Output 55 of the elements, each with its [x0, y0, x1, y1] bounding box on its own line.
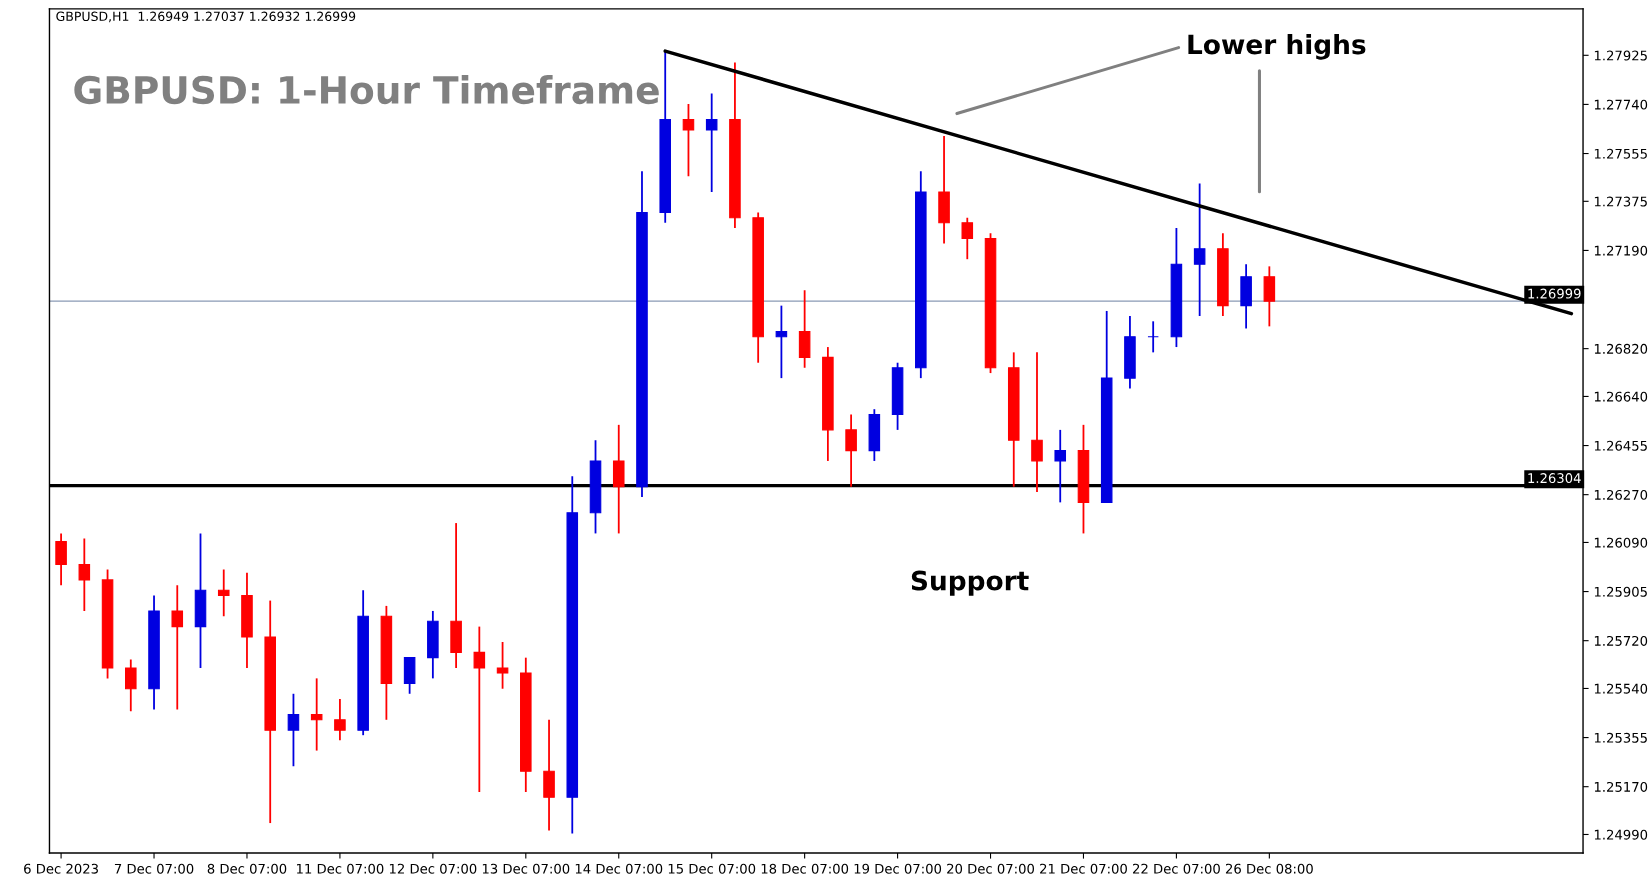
candlestick [1031, 351, 1043, 493]
y-tick-label: 1.24990 [1594, 829, 1648, 840]
candlestick [473, 625, 486, 793]
x-tick-label: 14 Dec 07:00 [575, 863, 663, 874]
annotation: Support [911, 570, 1029, 596]
y-tick-label: 1.26270 [1594, 489, 1648, 500]
x-tick-label: 13 Dec 07:00 [482, 863, 570, 874]
y-tick-label: 1.25540 [1594, 683, 1648, 694]
candlestick [845, 413, 857, 488]
candlestick [1054, 428, 1067, 504]
candlestick [78, 537, 91, 612]
candlestick [682, 102, 695, 178]
x-tick-label: 21 Dec 07:00 [1040, 863, 1127, 874]
x-tick-label: 6 Dec 2023 [24, 863, 98, 874]
text: GBPUSD: 1-Hour Timeframe [74, 75, 659, 105]
y-tick-label: 1.25355 [1594, 732, 1647, 743]
y-tick-label: 1.26820 [1594, 343, 1648, 354]
x-tick-label: 26 Dec 08:00 [1225, 863, 1313, 874]
x-tick-label: 11 Dec 07:00 [297, 863, 384, 874]
candlestick [55, 532, 67, 587]
candlestick [217, 568, 230, 618]
y-tick-label: 1.25170 [1594, 781, 1648, 792]
y-tick-label: 1.26455 [1594, 440, 1647, 451]
candlestick [775, 304, 788, 380]
x-tick-label: 22 Dec 07:00 [1133, 863, 1220, 874]
candlestick [125, 658, 137, 713]
candlestick [287, 692, 300, 768]
candlestick [310, 677, 323, 752]
y-tick-label: 1.27555 [1594, 148, 1647, 159]
chart-title: GBPUSD,H1 1.26949 1.27037 1.26932 1.26999 [56, 11, 356, 23]
y-tick-label: 1.25905 [1594, 586, 1647, 597]
y-tick-label: 1.25720 [1594, 635, 1648, 646]
candlestick [961, 216, 974, 261]
x-tick-label: 8 Dec 07:00 [207, 863, 287, 874]
x-tick-label: 19 Dec 07:00 [854, 863, 942, 874]
x-tick-label: 15 Dec 07:00 [668, 863, 756, 874]
ref-line-label: 1.26999 [1528, 288, 1581, 299]
candlestick [1147, 320, 1159, 354]
y-tick-label: 1.27740 [1594, 99, 1648, 110]
x-tick-label: 12 Dec 07:00 [389, 863, 477, 874]
ref-line-label: 1.26304 [1528, 473, 1581, 484]
candlestick [496, 641, 509, 690]
x-tick-label: 18 Dec 07:00 [761, 863, 849, 874]
candlestick [705, 92, 718, 193]
y-tick-label: 1.27925 [1594, 50, 1647, 61]
x-tick-label: 7 Dec 07:00 [114, 863, 194, 874]
y-tick-label: 1.27375 [1594, 196, 1647, 207]
y-tick-label: 1.27190 [1594, 245, 1648, 256]
x-tick-label: 20 Dec 07:00 [947, 863, 1035, 874]
candlestick [1193, 182, 1206, 317]
candlestick [334, 698, 346, 742]
annotation: Lower highs [1188, 33, 1366, 60]
candlestick [171, 584, 184, 711]
y-tick-label: 1.26090 [1594, 537, 1648, 548]
y-tick-label: 1.26640 [1594, 391, 1648, 402]
